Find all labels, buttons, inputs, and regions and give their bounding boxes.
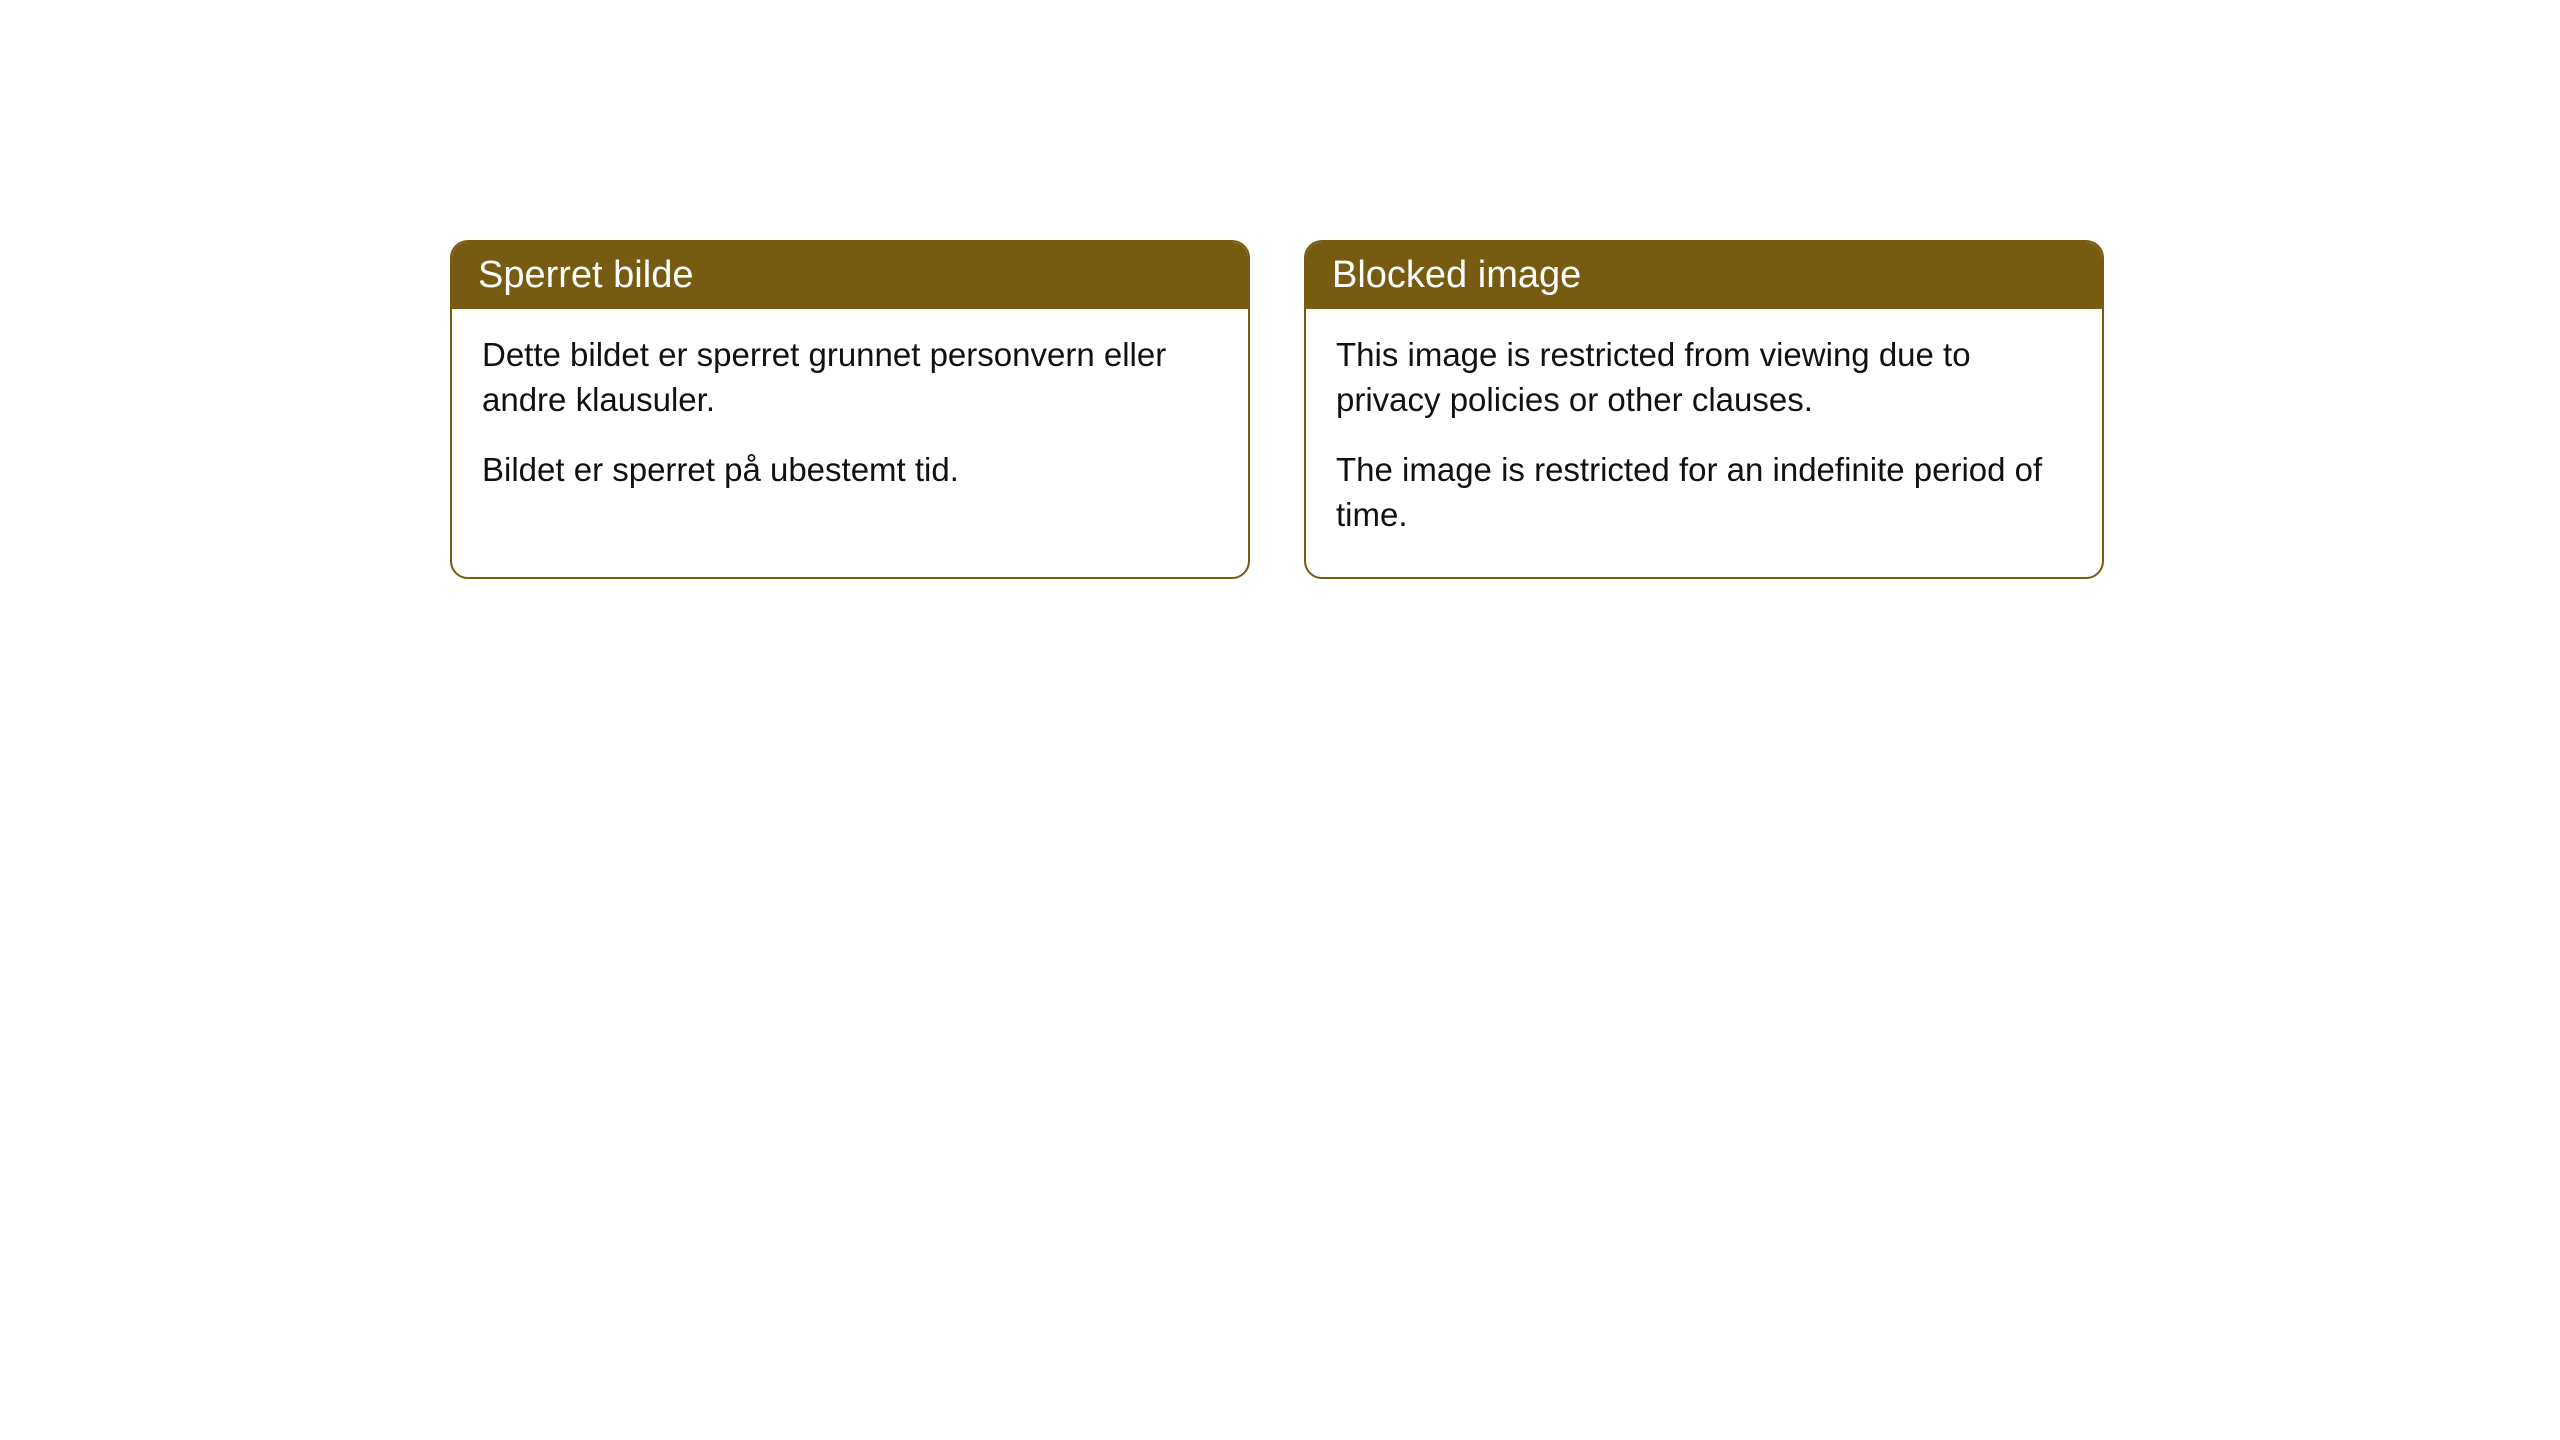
- card-body: Dette bildet er sperret grunnet personve…: [452, 309, 1248, 533]
- card-paragraph: The image is restricted for an indefinit…: [1336, 448, 2072, 537]
- card-english: Blocked image This image is restricted f…: [1304, 240, 2104, 579]
- card-header: Sperret bilde: [452, 242, 1248, 309]
- card-norwegian: Sperret bilde Dette bildet er sperret gr…: [450, 240, 1250, 579]
- card-paragraph: Dette bildet er sperret grunnet personve…: [482, 333, 1218, 422]
- card-paragraph: Bildet er sperret på ubestemt tid.: [482, 448, 1218, 493]
- card-body: This image is restricted from viewing du…: [1306, 309, 2102, 577]
- card-header: Blocked image: [1306, 242, 2102, 309]
- card-paragraph: This image is restricted from viewing du…: [1336, 333, 2072, 422]
- cards-container: Sperret bilde Dette bildet er sperret gr…: [450, 240, 2560, 579]
